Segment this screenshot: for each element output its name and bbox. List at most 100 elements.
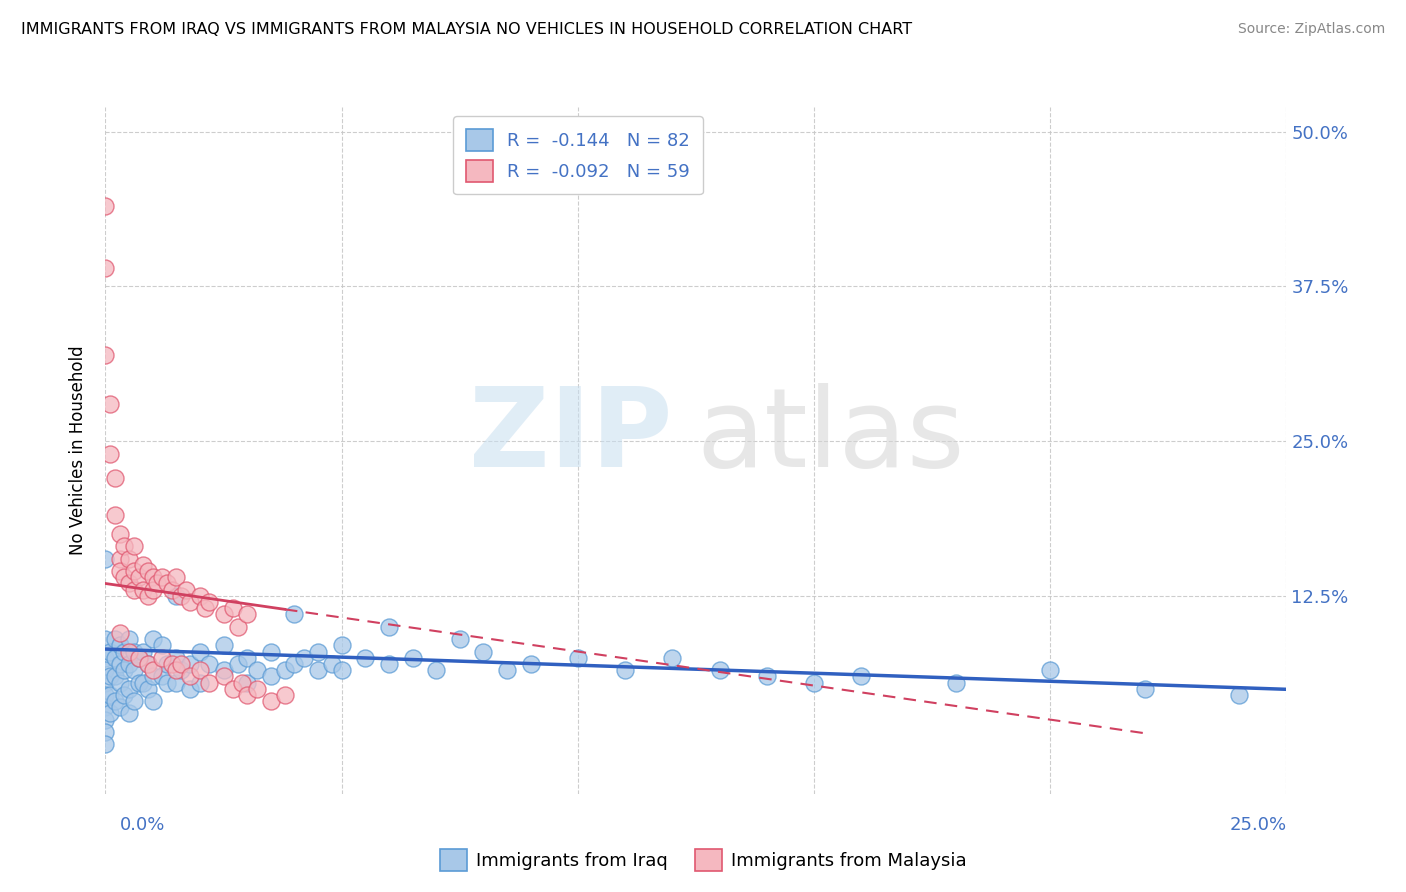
Point: [274, 663, 297, 677]
Point: [165, 589, 187, 603]
Point: [188, 675, 211, 690]
Point: [142, 570, 165, 584]
Legend: Immigrants from Iraq, Immigrants from Malaysia: Immigrants from Iraq, Immigrants from Ma…: [433, 842, 973, 879]
Point: [112, 644, 135, 658]
Point: [274, 688, 297, 702]
Point: [260, 644, 283, 658]
Point: [98, 688, 121, 702]
Point: [128, 650, 150, 665]
Point: [112, 540, 135, 554]
Point: [122, 540, 145, 554]
Point: [709, 663, 731, 677]
Point: [661, 650, 683, 665]
Point: [307, 644, 329, 658]
Point: [354, 650, 377, 665]
Point: [165, 675, 187, 690]
Point: [108, 527, 131, 541]
Point: [226, 657, 249, 671]
Point: [142, 669, 165, 683]
Point: [401, 650, 423, 665]
Point: [108, 675, 131, 690]
Point: [179, 657, 201, 671]
Point: [94, 199, 117, 213]
Point: [104, 508, 127, 523]
Point: [128, 675, 150, 690]
Point: [945, 675, 967, 690]
Point: [803, 675, 825, 690]
Point: [1133, 681, 1156, 696]
Point: [118, 551, 141, 566]
Point: [122, 582, 145, 597]
Point: [136, 657, 159, 671]
Point: [118, 706, 141, 721]
Point: [112, 663, 135, 677]
Point: [321, 657, 343, 671]
Point: [128, 650, 150, 665]
Point: [118, 657, 141, 671]
Point: [104, 694, 127, 708]
Y-axis label: No Vehicles in Household: No Vehicles in Household: [69, 345, 87, 556]
Point: [132, 644, 155, 658]
Text: 25.0%: 25.0%: [1229, 816, 1286, 834]
Legend: R =  -0.144   N = 82, R =  -0.092   N = 59: R = -0.144 N = 82, R = -0.092 N = 59: [453, 116, 703, 194]
Point: [226, 620, 249, 634]
Point: [519, 657, 541, 671]
Point: [118, 576, 141, 591]
Point: [1039, 663, 1062, 677]
Point: [179, 595, 201, 609]
Point: [104, 650, 127, 665]
Point: [118, 681, 141, 696]
Point: [222, 681, 245, 696]
Point: [142, 632, 165, 647]
Point: [94, 688, 117, 702]
Point: [108, 657, 131, 671]
Point: [198, 675, 221, 690]
Point: [449, 632, 471, 647]
Text: IMMIGRANTS FROM IRAQ VS IMMIGRANTS FROM MALAYSIA NO VEHICLES IN HOUSEHOLD CORREL: IMMIGRANTS FROM IRAQ VS IMMIGRANTS FROM …: [21, 22, 912, 37]
Point: [94, 632, 117, 647]
Point: [94, 551, 117, 566]
Point: [136, 564, 159, 578]
Point: [136, 589, 159, 603]
Point: [236, 607, 259, 622]
Point: [150, 639, 173, 653]
Point: [118, 644, 141, 658]
Point: [188, 589, 211, 603]
Point: [108, 551, 131, 566]
Point: [194, 601, 217, 615]
Point: [122, 694, 145, 708]
Point: [212, 639, 235, 653]
Point: [98, 644, 121, 658]
Point: [98, 706, 121, 721]
Point: [165, 663, 187, 677]
Point: [108, 626, 131, 640]
Point: [188, 663, 211, 677]
Point: [128, 570, 150, 584]
Point: [132, 558, 155, 572]
Point: [614, 663, 637, 677]
Text: Source: ZipAtlas.com: Source: ZipAtlas.com: [1237, 22, 1385, 37]
Point: [1227, 688, 1250, 702]
Point: [212, 669, 235, 683]
Point: [156, 675, 179, 690]
Point: [98, 397, 121, 411]
Point: [104, 471, 127, 485]
Point: [112, 688, 135, 702]
Point: [104, 669, 127, 683]
Point: [378, 620, 401, 634]
Point: [98, 669, 121, 683]
Point: [378, 657, 401, 671]
Point: [104, 632, 127, 647]
Point: [112, 570, 135, 584]
Point: [142, 582, 165, 597]
Point: [198, 657, 221, 671]
Point: [472, 644, 495, 658]
Point: [170, 589, 193, 603]
Point: [132, 582, 155, 597]
Point: [165, 570, 187, 584]
Point: [755, 669, 778, 683]
Point: [425, 663, 447, 677]
Point: [136, 681, 159, 696]
Point: [94, 700, 117, 714]
Point: [212, 663, 235, 677]
